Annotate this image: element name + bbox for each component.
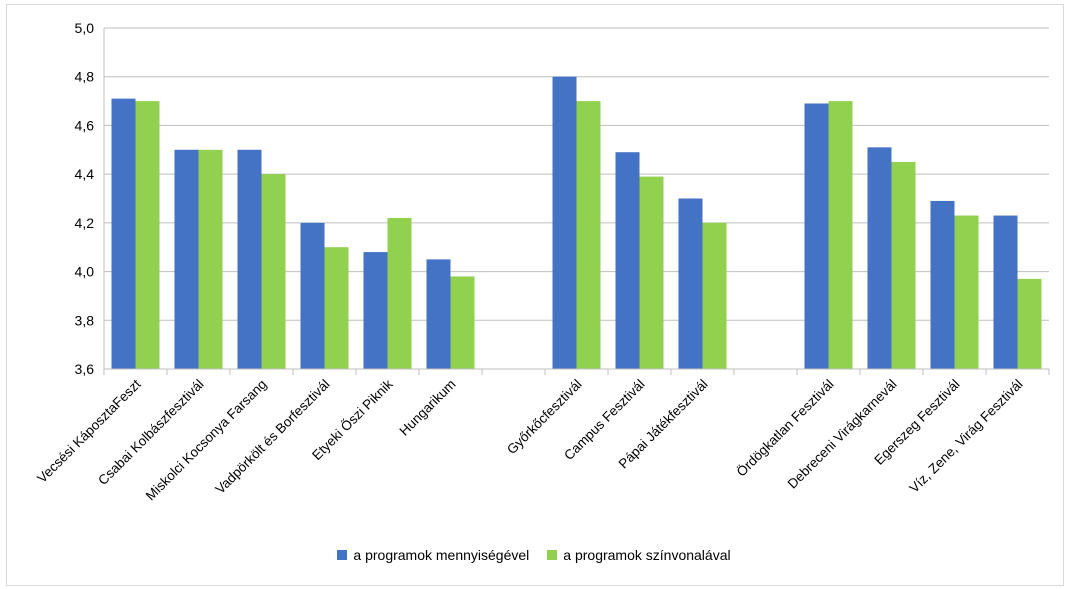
- bar-series-1: [867, 147, 892, 369]
- x-category-label: Debreceni Virágkarnevál: [785, 377, 900, 492]
- bar-series-2: [135, 101, 160, 370]
- bar-series-2: [639, 176, 664, 369]
- legend-swatch-series-2: [547, 550, 558, 560]
- y-tick-label: 3,8: [75, 312, 95, 328]
- legend-label-series-2: a programok színvonalával: [563, 547, 731, 563]
- bar-series-2: [198, 149, 223, 369]
- bar-series-1: [678, 198, 703, 369]
- bar-series-1: [300, 222, 325, 369]
- bar-series-2: [450, 276, 475, 369]
- bar-series-1: [930, 200, 955, 369]
- bar-series-1: [615, 152, 640, 369]
- y-tick-label: 4,6: [75, 117, 95, 133]
- bar-series-1: [363, 252, 388, 369]
- y-tick-label: 5,0: [75, 20, 95, 36]
- legend: a programok mennyiségével a programok sz…: [0, 547, 1068, 563]
- y-tick-label: 4,0: [75, 264, 95, 280]
- bar-series-2: [891, 161, 916, 369]
- bar-series-1: [174, 149, 199, 369]
- legend-swatch-series-1: [337, 550, 348, 560]
- x-category-label: Vecsési KáposztaFeszt: [34, 376, 143, 485]
- y-tick-label: 4,2: [75, 215, 95, 231]
- x-category-label: Víz, Zene, Virág Fesztivál: [906, 377, 1025, 496]
- bar-series-2: [387, 217, 412, 369]
- y-tick-label: 3,6: [75, 361, 95, 377]
- bar-series-2: [702, 222, 727, 369]
- bar-series-2: [1017, 278, 1042, 369]
- bar-series-2: [828, 101, 853, 370]
- bar-series-1: [237, 149, 262, 369]
- bar-series-1: [804, 103, 829, 369]
- legend-label-series-1: a programok mennyiségével: [353, 547, 530, 563]
- bar-series-2: [576, 101, 601, 370]
- bar-series-1: [426, 259, 451, 369]
- bar-series-2: [261, 174, 286, 369]
- x-category-label: Miskolci Kocsonya Farsang: [143, 377, 270, 504]
- x-category-label: Csabai Kolbászfesztivál: [95, 377, 206, 488]
- bar-series-1: [111, 98, 136, 369]
- bar-series-1: [993, 215, 1018, 369]
- y-tick-label: 4,4: [75, 166, 95, 182]
- legend-item-series-2: a programok színvonalával: [547, 547, 731, 563]
- y-tick-label: 4,8: [75, 69, 95, 85]
- x-category-label: Vadpörkölt és Borfesztivál: [212, 377, 332, 497]
- bar-series-2: [324, 247, 349, 369]
- legend-item-series-1: a programok mennyiségével: [337, 547, 529, 563]
- bar-series-2: [954, 215, 979, 369]
- x-category-label: Hungarikum: [397, 377, 459, 439]
- bar-series-1: [552, 76, 577, 369]
